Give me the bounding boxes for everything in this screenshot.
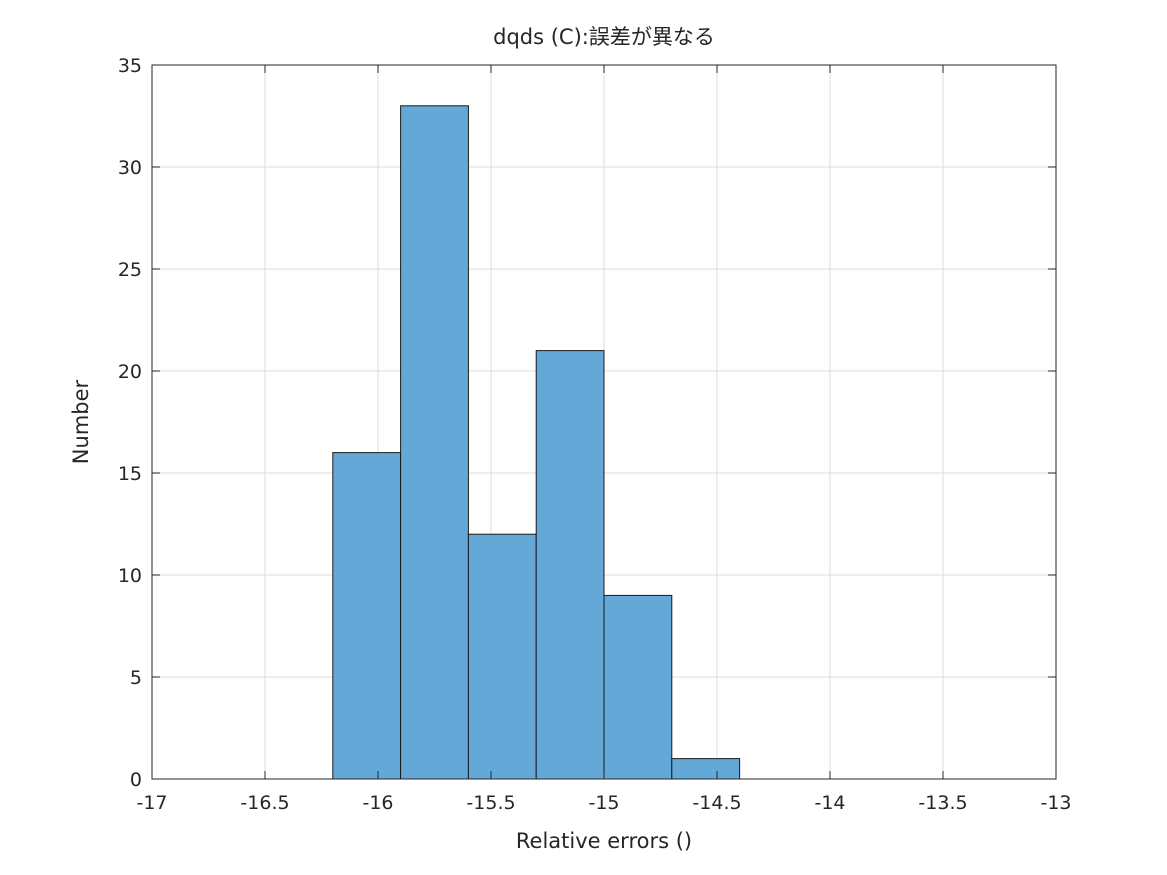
y-tick-label: 30 [118, 157, 142, 179]
y-axis-title: Number [69, 379, 93, 464]
x-tick-label: -15 [588, 792, 619, 814]
x-tick-label: -16 [362, 792, 393, 814]
y-tick-label: 10 [118, 565, 142, 587]
x-tick-label: -14.5 [692, 792, 741, 814]
x-tick-label: -15.5 [466, 792, 515, 814]
y-tick-label: 20 [118, 361, 142, 383]
x-tick-labels: -17 -16.5 -16 -15.5 -15 -14.5 -14 -13.5 -13 [136, 792, 1071, 814]
histogram-bar [671, 758, 741, 780]
y-tick-labels: 0 5 10 15 20 25 30 35 [118, 55, 142, 791]
x-tick-label: -13 [1040, 792, 1071, 814]
y-tick-label: 5 [130, 667, 142, 689]
y-tick-label: 15 [118, 463, 142, 485]
bars [332, 105, 741, 780]
y-tick-label: 35 [118, 55, 142, 77]
histogram-bar [535, 350, 605, 780]
x-tick-label: -17 [136, 792, 167, 814]
x-tick-label: -16.5 [240, 792, 289, 814]
histogram-bar [400, 105, 469, 780]
x-tick-label: -14 [814, 792, 845, 814]
y-tick-label: 0 [130, 769, 142, 791]
x-axis-title: Relative errors () [516, 829, 692, 853]
histogram-bar [603, 594, 673, 780]
chart-title: dqds (C):誤差が異なる [493, 25, 715, 49]
tick-marks [151, 64, 1057, 780]
y-tick-label: 25 [118, 259, 142, 281]
x-tick-label: -13.5 [918, 792, 967, 814]
histogram-bar [467, 533, 537, 780]
histogram-bar [332, 452, 402, 780]
